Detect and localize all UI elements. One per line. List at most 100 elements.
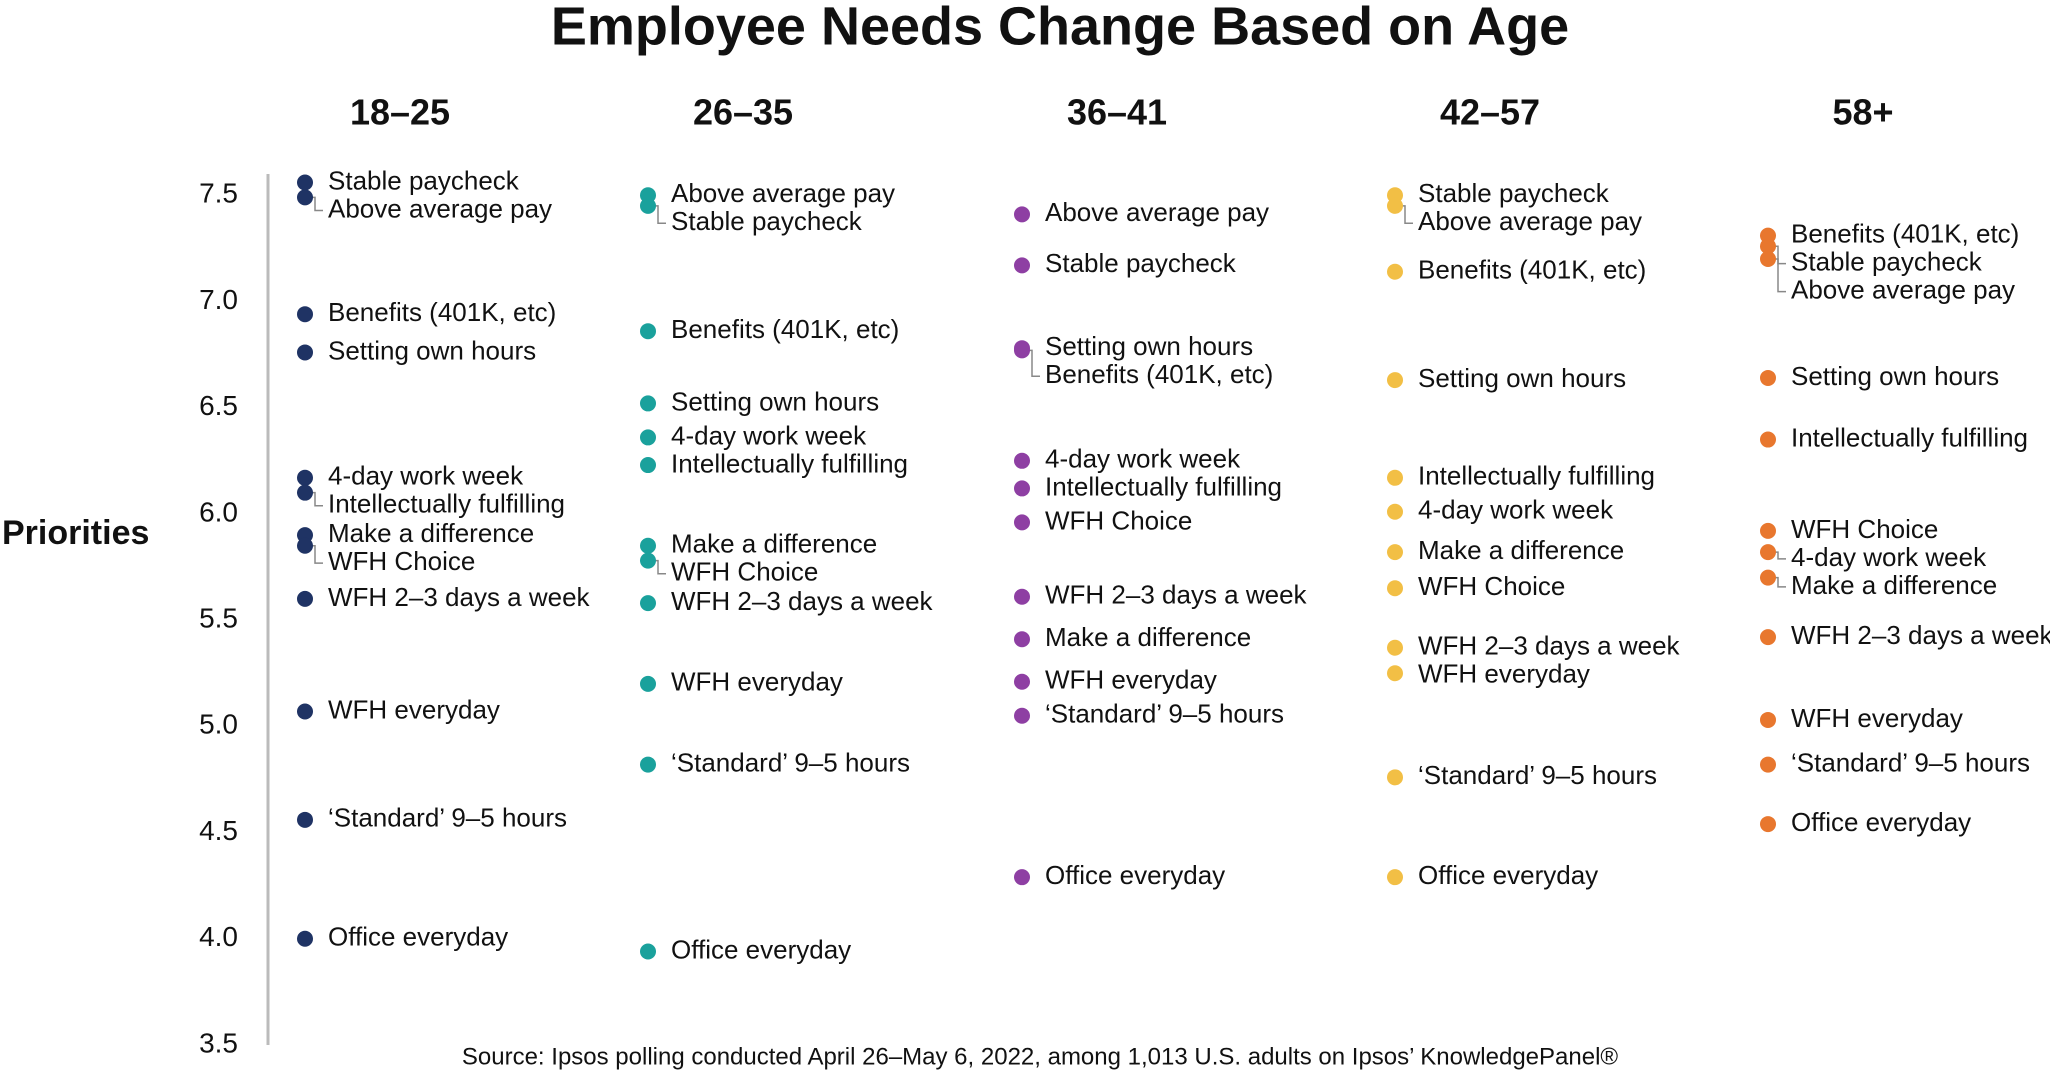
dot (1387, 197, 1403, 214)
dot (1760, 238, 1776, 255)
dot (1014, 206, 1030, 223)
dot-label: WFH 2–3 days a week (671, 586, 934, 616)
dot-label: 4-day work week (328, 461, 524, 491)
dot-label: Make a difference (1418, 535, 1624, 565)
dot (1760, 522, 1776, 539)
dot-label: Intellectually fulfilling (1791, 422, 2028, 452)
dot (297, 306, 313, 323)
dot (640, 537, 656, 554)
dot-label: Office everyday (1045, 860, 1225, 890)
dot-label: ‘Standard’ 9–5 hours (1791, 747, 2030, 777)
dot (1760, 569, 1776, 586)
dot (640, 429, 656, 446)
dot (1760, 816, 1776, 833)
y-tick-label: 3.5 (199, 1027, 238, 1058)
dot-label: Intellectually fulfilling (1045, 472, 1282, 502)
dot (1760, 629, 1776, 646)
column-header: 26–35 (693, 92, 793, 133)
dot-label: 4-day work week (1045, 444, 1241, 474)
dot-label: Stable paycheck (328, 165, 520, 195)
dot-label: Office everyday (1791, 807, 1971, 837)
dot (1387, 503, 1403, 520)
dot-label: Above average pay (1791, 274, 2015, 304)
dot (1387, 263, 1403, 280)
dot-label: 4-day work week (1791, 542, 1987, 572)
dot (1387, 665, 1403, 682)
dot (297, 590, 313, 607)
dot (640, 323, 656, 340)
dot-label: Setting own hours (671, 386, 879, 416)
dot-label: 4-day work week (1418, 495, 1614, 525)
dot-label: Intellectually fulfilling (328, 489, 565, 519)
dot (297, 811, 313, 828)
dot-label: 4-day work week (671, 420, 867, 450)
dot (1760, 250, 1776, 267)
dot (297, 344, 313, 361)
dot-label: Make a difference (671, 529, 877, 559)
dot-label: Benefits (401K, etc) (1791, 218, 2019, 248)
dot (1387, 639, 1403, 656)
y-tick-label: 7.5 (199, 178, 238, 209)
dot (640, 552, 656, 569)
dot-label: Setting own hours (1791, 361, 1999, 391)
dot (1014, 707, 1030, 724)
dot (1014, 631, 1030, 648)
dot (297, 537, 313, 554)
dot-label: WFH Choice (671, 557, 818, 587)
dot (297, 484, 313, 501)
dot (1014, 673, 1030, 690)
dot-label: Setting own hours (1045, 331, 1253, 361)
dot-label: Stable paycheck (1045, 248, 1237, 278)
y-tick-label: 4.0 (199, 921, 238, 952)
dot (1387, 372, 1403, 389)
dot (640, 457, 656, 474)
dot-label: Stable paycheck (1791, 246, 1983, 276)
dot-label: Above average pay (1045, 197, 1269, 227)
source-note: Source: Ipsos polling conducted April 26… (462, 1043, 1619, 1070)
dot-label: Make a difference (328, 518, 534, 548)
dot-label: Benefits (401K, etc) (328, 297, 556, 327)
dot (640, 395, 656, 412)
dot-label: Make a difference (1045, 622, 1251, 652)
dot-label: Office everyday (671, 934, 851, 964)
dot-label: ‘Standard’ 9–5 hours (671, 747, 910, 777)
dot (1387, 769, 1403, 786)
dot (1014, 869, 1030, 886)
dot (1387, 869, 1403, 886)
dot (1387, 580, 1403, 597)
dot-label: WFH Choice (328, 546, 475, 576)
dot-label: WFH everyday (1791, 703, 1963, 733)
dot-label: ‘Standard’ 9–5 hours (1045, 699, 1284, 729)
dot-label: Intellectually fulfilling (671, 448, 908, 478)
dot-label: ‘Standard’ 9–5 hours (1418, 760, 1657, 790)
dot (1014, 588, 1030, 605)
dot-label: WFH 2–3 days a week (1791, 620, 2050, 650)
dot (1760, 369, 1776, 386)
dot-label: Stable paycheck (671, 206, 863, 236)
y-tick-label: 4.5 (199, 815, 238, 846)
dot-label: Benefits (401K, etc) (1045, 359, 1273, 389)
dot-label: ‘Standard’ 9–5 hours (328, 803, 567, 833)
dot (1760, 544, 1776, 561)
dot-label: WFH Choice (1418, 571, 1565, 601)
dot-label: Setting own hours (328, 335, 536, 365)
dot-label: WFH Choice (1791, 514, 1938, 544)
dot (640, 197, 656, 214)
dot (297, 189, 313, 206)
dot (1014, 452, 1030, 469)
dot (640, 756, 656, 773)
dot (640, 675, 656, 692)
chart-title: Employee Needs Change Based on Age (551, 0, 1569, 56)
dot-label: Office everyday (328, 922, 508, 952)
y-axis-label: Priorities (2, 514, 149, 552)
y-tick-label: 6.0 (199, 496, 238, 527)
dot (297, 930, 313, 947)
dot (297, 174, 313, 191)
column-header: 42–57 (1440, 92, 1540, 133)
dot-label: WFH 2–3 days a week (328, 582, 591, 612)
dot-label: WFH 2–3 days a week (1418, 631, 1681, 661)
dot-label: Setting own hours (1418, 363, 1626, 393)
dot (1014, 514, 1030, 531)
column-header: 36–41 (1067, 92, 1167, 133)
dot (1014, 480, 1030, 497)
